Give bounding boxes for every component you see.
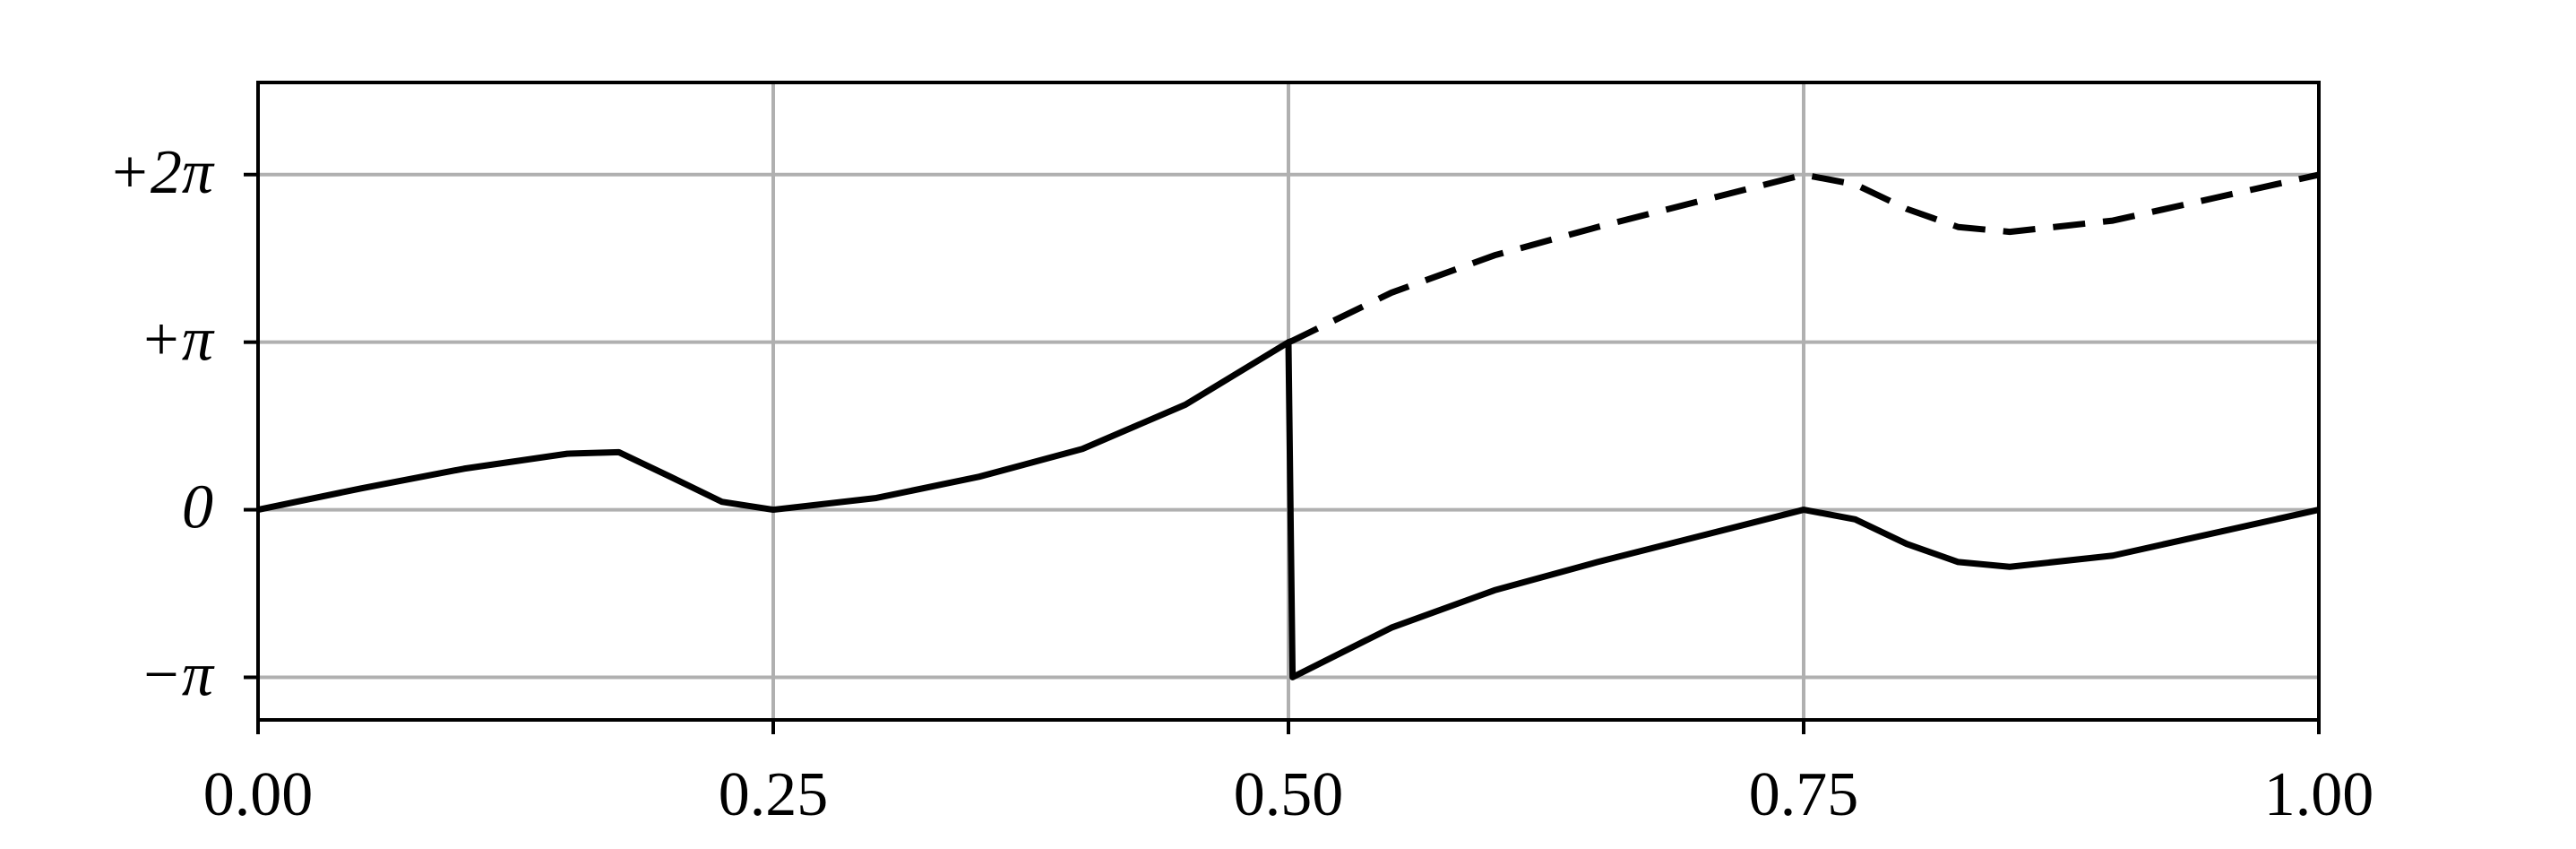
y-tick-label: 0 bbox=[182, 473, 213, 542]
data-line bbox=[1287, 171, 2320, 346]
data-line bbox=[257, 339, 2320, 680]
x-tick-label: 0.50 bbox=[1234, 760, 1344, 829]
plot-frame bbox=[256, 81, 2321, 722]
x-tick-label: 0.00 bbox=[203, 760, 314, 829]
x-tick-label: 0.75 bbox=[1749, 760, 1859, 829]
x-tick-label: 1.00 bbox=[2264, 760, 2374, 829]
y-tick-label: +2π bbox=[108, 138, 215, 207]
y-tick-label: +π bbox=[140, 306, 215, 375]
x-tick-label: 0.25 bbox=[719, 760, 829, 829]
y-tick-label: −π bbox=[140, 641, 215, 710]
